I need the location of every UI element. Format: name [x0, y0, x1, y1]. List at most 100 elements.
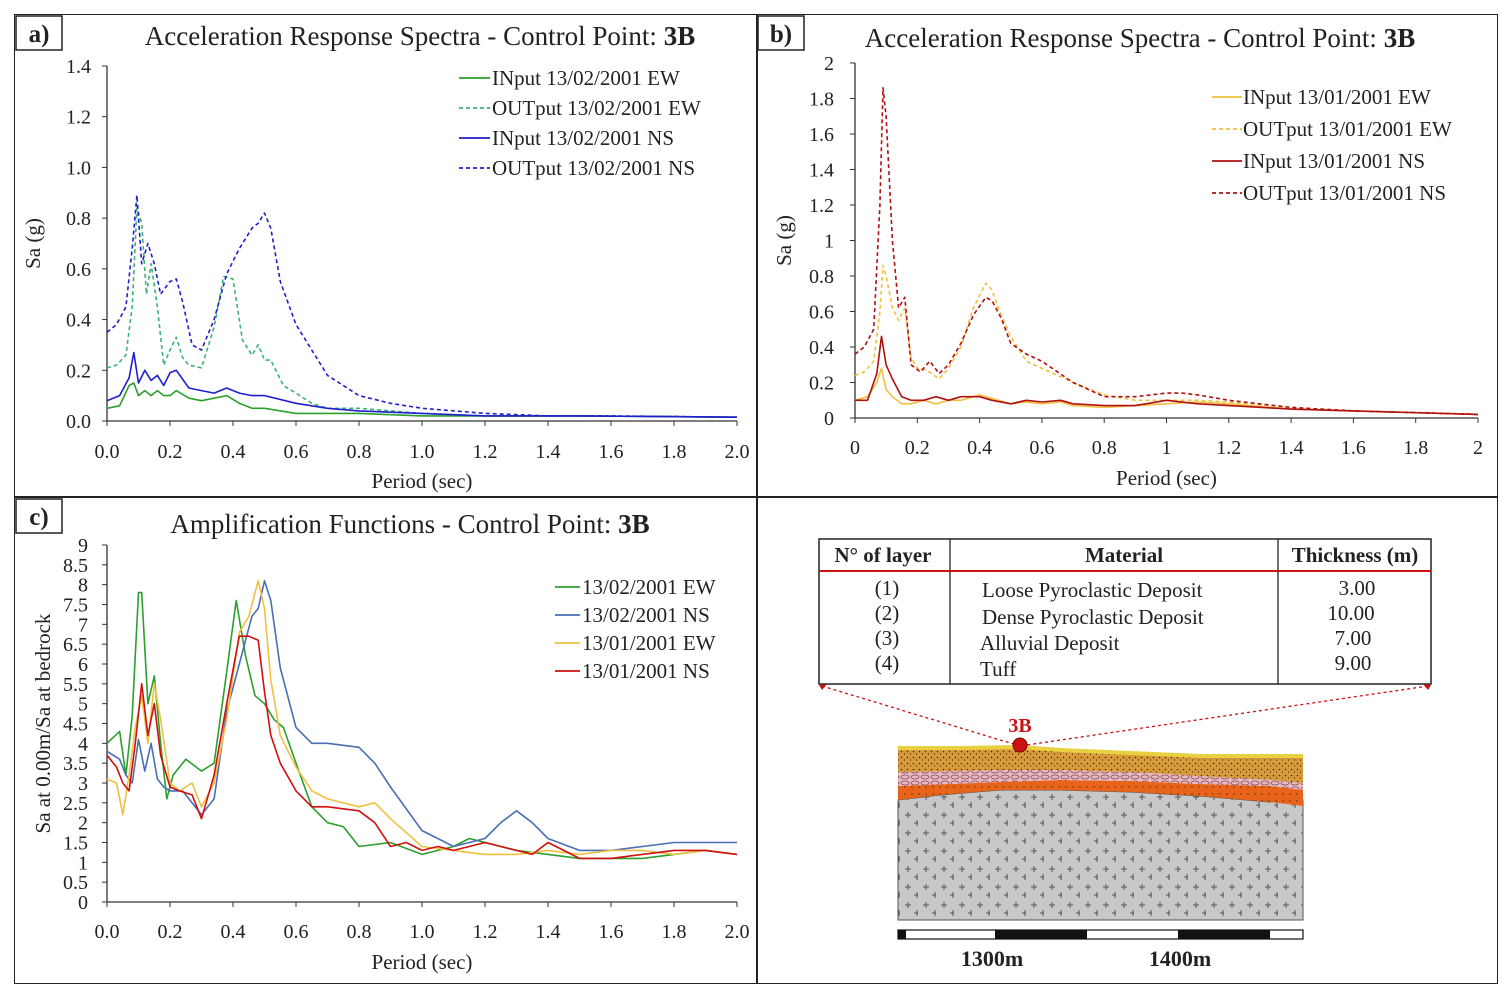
y-tick-label: 0.5 [63, 872, 88, 894]
y-tick-label: 3 [78, 773, 88, 795]
scale-label-1300: 1300m [961, 946, 1023, 971]
x-tick-label: 0.2 [158, 441, 183, 463]
panel-b-label: b) [770, 21, 792, 48]
x-tick-label: 0.0 [95, 441, 120, 463]
x-tick-label: 1.2 [473, 441, 498, 463]
x-tick-label: 0.4 [221, 921, 246, 943]
panel-b-label-box: b) [757, 15, 805, 51]
y-tick-label: 0.2 [66, 360, 91, 382]
x-tick-label: 1.4 [536, 441, 561, 463]
legend-label: OUTput 13/02/2001 EW [492, 96, 701, 120]
legend-label: INput 13/02/2001 EW [492, 66, 680, 90]
series-line [854, 87, 1479, 416]
y-tick-label: 0.8 [66, 208, 91, 230]
panel-a-label-box: a) [15, 15, 63, 51]
scale-label-1400: 1400m [1149, 946, 1211, 971]
chart-c: 00.511.522.533.544.555.566.577.588.59 0.0… [31, 509, 750, 974]
panel-c-label-box: c) [15, 498, 63, 534]
x-tick-label: 0.8 [347, 441, 372, 463]
x-tick-label: 1.6 [599, 441, 624, 463]
series-line [106, 382, 738, 418]
y-tick-label: 4 [78, 733, 88, 755]
arrowhead-right [1423, 684, 1431, 690]
table-header-layer: N° of layer [834, 543, 931, 567]
y-tick-label: 0.4 [66, 310, 91, 332]
legend-label: 13/01/2001 NS [582, 659, 710, 683]
x-tick-label: 1.6 [599, 921, 624, 943]
y-tick-label: 1.5 [63, 833, 88, 855]
x-tick-label: 0.2 [905, 437, 930, 459]
series-line [854, 367, 1479, 416]
table-cell-thickness: 3.00 [1339, 576, 1376, 600]
x-tick-label: 0.8 [347, 921, 372, 943]
y-tick-label: 7 [78, 614, 88, 636]
legend-label: 13/02/2001 EW [582, 575, 716, 599]
y-tick-label: 0.4 [809, 337, 834, 359]
topsoil-layer [898, 745, 1303, 758]
y-tick-label: 1.8 [809, 89, 834, 111]
y-tick-label: 9 [78, 535, 88, 557]
series-line [106, 207, 738, 418]
chart-a: 0.0 0.2 0.4 0.6 0.8 1.0 1.2 1.4 0.0 0.2 0.4 0.6 0.8 1… [21, 21, 750, 493]
alluvial-layer [898, 780, 1303, 806]
x-tick-label: 0.6 [284, 921, 309, 943]
x-tick-label: 1.2 [473, 921, 498, 943]
table-cell-thickness: 9.00 [1335, 651, 1372, 675]
legend-label: OUTput 13/02/2001 NS [492, 156, 695, 180]
series-line [106, 194, 738, 418]
panel-divider-horizontal [14, 496, 1498, 498]
y-tick-label: 8 [78, 575, 88, 597]
x-tick-label: 1.8 [1403, 437, 1428, 459]
y-tick-label: 2 [824, 53, 834, 75]
x-tick-label: 0.4 [967, 437, 992, 459]
x-axis-label: Period (sec) [1116, 466, 1217, 490]
y-tick-label: 7.5 [63, 595, 88, 617]
y-tick-label: 0.8 [809, 266, 834, 288]
panel-divider-vertical [756, 14, 758, 984]
control-point-marker [1012, 737, 1028, 753]
y-tick-label: 1.2 [66, 107, 91, 129]
scale-bar-segment [1178, 930, 1270, 939]
x-tick-label: 0.6 [284, 441, 309, 463]
pointer-line-left [821, 685, 1021, 747]
arrowhead-left [819, 684, 827, 690]
legend-label: INput 13/01/2001 NS [1243, 149, 1425, 173]
table-cell-layer: (2) [875, 601, 900, 625]
x-tick-label: 1.6 [1341, 437, 1366, 459]
table-cell-thickness: 10.00 [1327, 601, 1374, 625]
y-axis-label: Sa (g) [772, 215, 796, 266]
y-tick-label: 6 [78, 654, 88, 676]
table-cell-material: Tuff [980, 657, 1016, 681]
y-tick-label: 2.5 [63, 793, 88, 815]
y-tick-label: 6.5 [63, 634, 88, 656]
y-tick-label: 0 [78, 892, 88, 914]
series-line [106, 579, 737, 852]
y-axis-label: Sa at 0.00m/Sa at bedrock [31, 613, 55, 833]
panel-c-label: c) [29, 504, 48, 531]
scale-bar-segment [995, 930, 1087, 939]
y-tick-label: 1.4 [809, 160, 834, 182]
chart-title: Acceleration Response Spectra - Control … [865, 23, 1415, 53]
y-tick-label: 0 [824, 408, 834, 430]
chart-b: 0 0.2 0.4 0.6 0.8 1 1.2 1.4 1.6 1.8 2 0 0.2 0.4 0.6 0.8… [772, 23, 1483, 490]
legend-label: OUTput 13/01/2001 EW [1243, 117, 1452, 141]
x-tick-label: 1.4 [1279, 437, 1304, 459]
y-tick-label: 8.5 [63, 555, 88, 577]
x-tick-label: 2 [1473, 437, 1483, 459]
x-tick-label: 0.6 [1029, 437, 1054, 459]
x-tick-label: 1.0 [410, 441, 435, 463]
series-line [106, 635, 738, 860]
x-tick-label: 2.0 [725, 441, 750, 463]
legend-label: INput 13/02/2001 NS [492, 126, 674, 150]
x-tick-label: 2.0 [725, 921, 750, 943]
x-tick-label: 1.2 [1216, 437, 1241, 459]
series-line [855, 335, 1479, 416]
y-tick-label: 5.5 [63, 674, 88, 696]
y-tick-label: 4.5 [63, 714, 88, 736]
series-line [854, 264, 1479, 416]
table-header-thickness: Thickness (m) [1292, 543, 1419, 567]
y-tick-label: 0.0 [66, 411, 91, 433]
y-tick-label: 0.6 [809, 302, 834, 324]
scale-bar-segment [898, 930, 906, 939]
